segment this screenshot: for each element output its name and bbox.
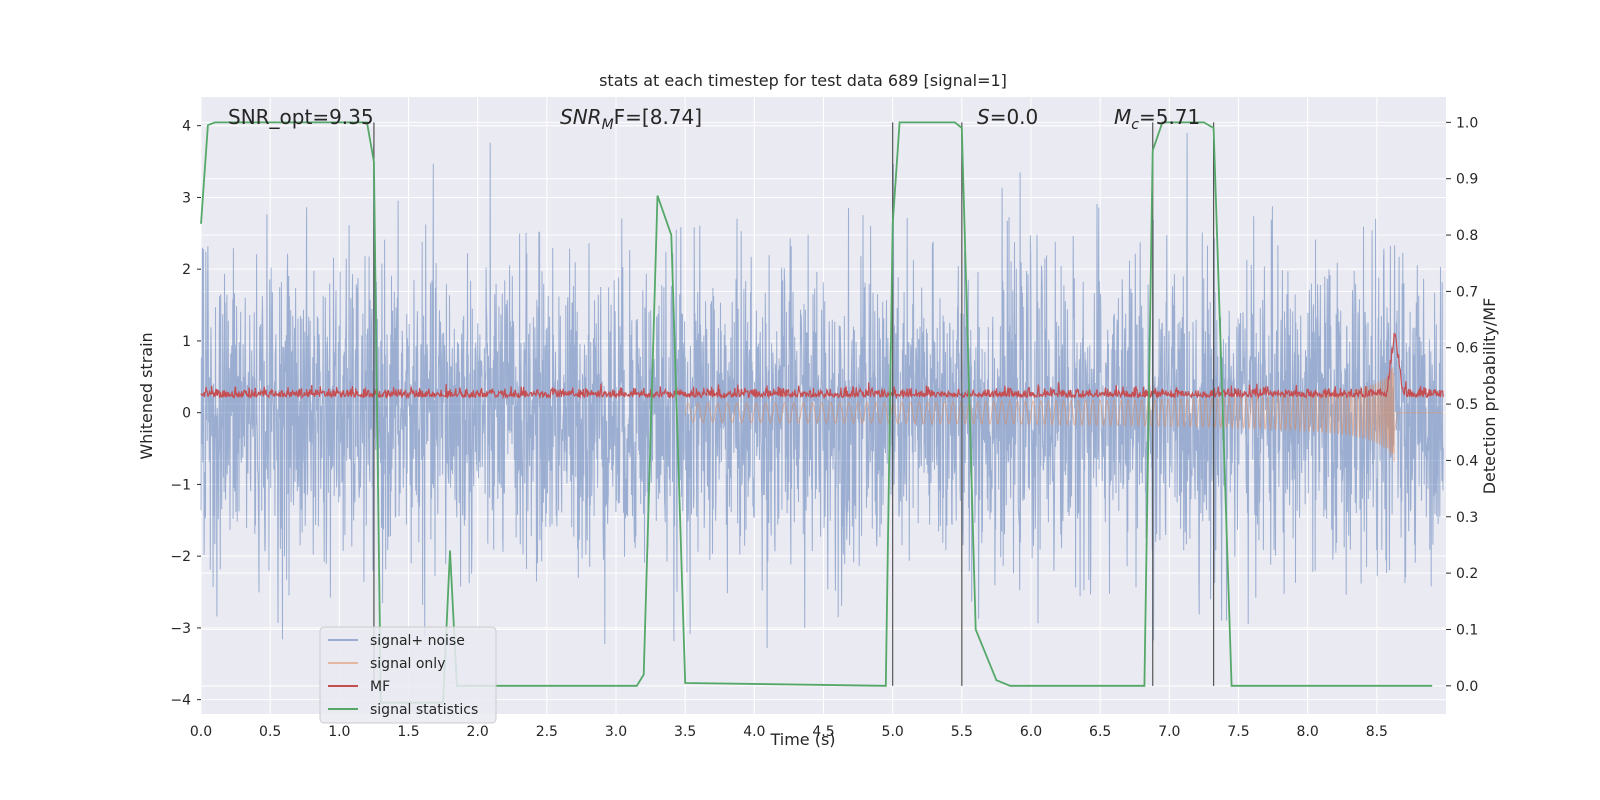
x-tick-label: 0.0 xyxy=(190,724,212,740)
x-tick-label: 2.0 xyxy=(467,724,489,740)
x-tick-label: 5.0 xyxy=(882,724,904,740)
x-tick-label: 5.5 xyxy=(951,724,973,740)
series-signal-only xyxy=(684,367,1444,462)
x-tick-label: 4.5 xyxy=(812,724,834,740)
legend: signal+ noise signal only MF signal stat… xyxy=(319,626,497,724)
annotation-snr-opt: SNR_opt=9.35 xyxy=(228,105,374,129)
annotation-mc: Mc=5.71 xyxy=(1114,105,1200,133)
x-tick-labels: 0.0 0.5 1.0 1.5 2.0 2.5 3.0 3.5 4.0 4.5 5.0 5.5 6.0 6… xyxy=(190,724,1388,740)
legend-frame xyxy=(319,626,497,724)
left-y-tick-label: −1 xyxy=(170,477,191,493)
right-y-tick-label: 0.7 xyxy=(1456,284,1478,300)
x-tick-label: 2.5 xyxy=(536,724,558,740)
signal-statistics-line xyxy=(200,121,1433,704)
x-tick-label: 6.0 xyxy=(1020,724,1042,740)
annotation-snr-mf-base: SNR xyxy=(560,105,602,129)
annotation-snr-mf-rest: F=[8.74] xyxy=(614,105,702,129)
right-y-tick-label: 0.5 xyxy=(1456,397,1478,413)
x-axis-label: Time (s) xyxy=(769,730,835,749)
x-tick-label: 0.5 xyxy=(259,724,281,740)
right-y-tick-label: 0.9 xyxy=(1456,172,1478,188)
series-mf xyxy=(200,332,1444,400)
annotation-snr-mf-sub: M xyxy=(602,117,614,133)
legend-label-signal-only: signal only xyxy=(370,656,445,672)
annotation-mc-sub: c xyxy=(1131,117,1139,133)
left-y-tick-label: 1 xyxy=(182,334,191,350)
right-y-tick-label: 0.1 xyxy=(1456,622,1478,638)
legend-label-signal-plus-noise: signal+ noise xyxy=(370,633,465,649)
x-tick-label: 8.5 xyxy=(1366,724,1388,740)
right-y-tick-label: 0.4 xyxy=(1456,453,1478,469)
right-y-tick-label: 0.3 xyxy=(1456,510,1478,526)
annotation-snr-mf: SNRMF=[8.74] xyxy=(560,105,702,133)
x-tick-label: 4.0 xyxy=(743,724,765,740)
right-y-tick-label: 0.6 xyxy=(1456,341,1478,357)
annotation-s-rest: =0.0 xyxy=(990,105,1039,129)
annotation-mc-rest: =5.71 xyxy=(1139,105,1200,129)
left-y-tick-label: 3 xyxy=(182,190,191,206)
annotation-mc-var: M xyxy=(1114,105,1131,129)
series-signal-statistics xyxy=(200,121,1433,704)
x-tick-label: 7.0 xyxy=(1158,724,1180,740)
left-y-tick-label: −4 xyxy=(170,693,191,709)
x-tick-label: 6.5 xyxy=(1089,724,1111,740)
x-tick-label: 8.0 xyxy=(1297,724,1319,740)
right-y-axis-label: Detection probability/MF xyxy=(1480,298,1499,495)
legend-label-mf: MF xyxy=(370,679,390,695)
left-y-tick-label: −3 xyxy=(170,621,191,637)
right-y-tick-label: 1.0 xyxy=(1456,115,1478,131)
right-y-tick-label: 0.2 xyxy=(1456,566,1478,582)
x-tick-label: 3.5 xyxy=(674,724,696,740)
right-y-tick-labels: 0.0 0.1 0.2 0.3 0.4 0.5 0.6 0.7 0.8 0.9 1.0 xyxy=(1446,115,1478,695)
x-tick-label: 7.5 xyxy=(1227,724,1249,740)
left-y-tick-label: 4 xyxy=(182,119,191,135)
right-y-tick-label: 0.8 xyxy=(1456,228,1478,244)
chart-title: stats at each timestep for test data 689… xyxy=(599,71,1007,90)
left-y-tick-label: 2 xyxy=(182,262,191,278)
legend-label-signal-statistics: signal statistics xyxy=(370,702,478,718)
left-y-axis-label: Whitened strain xyxy=(137,332,156,459)
left-y-tick-label: −2 xyxy=(170,549,191,565)
signal-only-line xyxy=(684,367,1444,462)
x-tick-label: 1.5 xyxy=(397,724,419,740)
annotation-s: S=0.0 xyxy=(977,105,1038,129)
x-tick-label: 3.0 xyxy=(605,724,627,740)
left-y-tick-labels: −4 −3 −2 −1 0 1 2 3 4 xyxy=(170,119,201,709)
annotation-s-var: S xyxy=(977,105,990,129)
x-tick-label: 1.0 xyxy=(328,724,350,740)
right-y-tick-label: 0.0 xyxy=(1456,679,1478,695)
mf-line xyxy=(200,332,1444,400)
left-y-tick-label: 0 xyxy=(182,406,191,422)
